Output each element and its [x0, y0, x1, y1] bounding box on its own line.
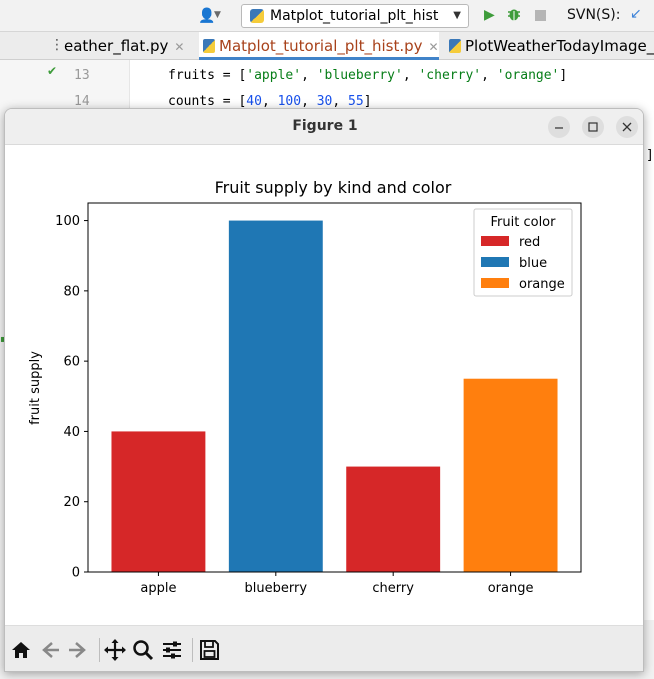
y-axis-ticks: 0 20 40 60 80 100	[55, 214, 88, 581]
python-file-icon	[449, 39, 461, 53]
python-file-icon	[203, 39, 215, 53]
line-number: 14	[74, 94, 90, 109]
more-vertical-icon[interactable]: ⋮	[50, 37, 64, 53]
gutter-marker-icon: ▪	[0, 334, 7, 345]
y-tick-label: 80	[63, 284, 80, 299]
user-icon[interactable]: 👤	[198, 8, 216, 24]
y-tick-label: 60	[63, 355, 80, 370]
debug-icon[interactable]	[507, 6, 521, 22]
stop-icon[interactable]	[535, 10, 546, 21]
toolbar-separator	[99, 638, 100, 662]
y-tick-label: 40	[63, 425, 80, 440]
pan-icon[interactable]	[103, 638, 127, 662]
check-icon: ✔	[47, 64, 58, 78]
minimize-icon	[555, 127, 563, 129]
run-configuration-select[interactable]: Matplot_tutorial_plt_hist ▼	[241, 4, 469, 28]
maximize-icon	[588, 122, 598, 132]
bar-blueberry	[228, 220, 323, 573]
legend-label-red: red	[519, 235, 540, 250]
bars-layer	[111, 220, 558, 573]
chevron-down-icon[interactable]: ▼	[214, 10, 221, 20]
axes-frame	[87, 202, 582, 573]
x-tick-label: orange	[488, 581, 534, 596]
y-tick-label: 100	[55, 214, 80, 229]
legend: Fruit color red blue orange	[473, 208, 573, 297]
legend-label-orange: orange	[519, 277, 565, 292]
tab-label: PlotWeatherTodayImage_s	[465, 37, 654, 55]
configure-subplots-icon[interactable]	[160, 638, 184, 662]
bar-orange	[463, 378, 558, 572]
zoom-icon[interactable]	[131, 638, 155, 662]
y-tick-label: 0	[72, 566, 80, 581]
maximize-button[interactable]	[582, 116, 604, 138]
figure-window[interactable]: Figure 1 Fruit supply by kind and color …	[4, 108, 644, 672]
toolbar-separator	[192, 638, 193, 662]
bar-apple	[111, 431, 206, 572]
python-file-icon	[250, 9, 264, 23]
tab-label: eather_flat.py	[64, 37, 169, 55]
svn-label: SVN(S):	[567, 7, 621, 23]
run-icon[interactable]: ▶	[484, 7, 495, 23]
back-icon[interactable]	[38, 638, 62, 662]
tab-plot-weather-today[interactable]: PlotWeatherTodayImage_s	[447, 32, 654, 60]
ide-toolbar: 👤 ▼ Matplot_tutorial_plt_hist ▼ ▶ SVN(S)…	[0, 0, 654, 32]
plot-canvas[interactable]: Fruit supply by kind and color 0 20 40 60 80…	[5, 145, 644, 625]
figure-titlebar[interactable]: Figure 1	[5, 109, 643, 145]
code-fragment: ]	[646, 148, 654, 163]
tab-weather-flat[interactable]: eather_flat.py ✕	[64, 32, 192, 60]
close-icon	[622, 122, 632, 132]
code-line[interactable]: counts = [40, 100, 30, 55]	[168, 94, 372, 109]
save-icon[interactable]	[197, 638, 221, 662]
legend-box	[473, 208, 573, 297]
chart-title: Fruit supply by kind and color	[215, 178, 452, 197]
legend-swatch-blue	[481, 257, 509, 267]
x-tick-label: cherry	[372, 581, 414, 596]
y-axis-label: fruit supply	[28, 351, 43, 425]
figure-toolbar	[5, 625, 643, 671]
forward-icon[interactable]	[66, 638, 90, 662]
run-configuration-label: Matplot_tutorial_plt_hist	[270, 8, 439, 24]
x-axis-ticks: apple blueberry cherry orange	[140, 572, 533, 596]
line-number: 13	[74, 68, 90, 83]
close-button[interactable]	[616, 116, 638, 138]
x-tick-label: blueberry	[245, 581, 308, 596]
y-tick-label: 20	[63, 495, 80, 510]
legend-title: Fruit color	[491, 215, 557, 230]
home-icon[interactable]	[9, 638, 33, 662]
svn-update-icon[interactable]: ↙	[630, 6, 642, 22]
chevron-down-icon: ▼	[453, 10, 461, 21]
legend-label-blue: blue	[519, 256, 547, 271]
x-tick-label: apple	[140, 581, 176, 596]
editor-tab-bar: ⋮ eather_flat.py ✕ Matplot_tutorial_plt_h…	[0, 32, 654, 60]
legend-swatch-orange	[481, 278, 509, 288]
minimize-button[interactable]	[548, 116, 570, 138]
legend-swatch-red	[481, 236, 509, 246]
tab-label: Matplot_tutorial_plt_hist.py	[219, 37, 423, 55]
figure-title: Figure 1	[292, 118, 358, 134]
bar-cherry	[346, 466, 441, 572]
code-line[interactable]: fruits = ['apple', 'blueberry', 'cherry'…	[168, 68, 568, 83]
close-icon[interactable]: ✕	[174, 40, 185, 54]
close-icon[interactable]: ✕	[428, 40, 439, 54]
tab-matplot-tutorial[interactable]: Matplot_tutorial_plt_hist.py ✕	[199, 32, 439, 60]
